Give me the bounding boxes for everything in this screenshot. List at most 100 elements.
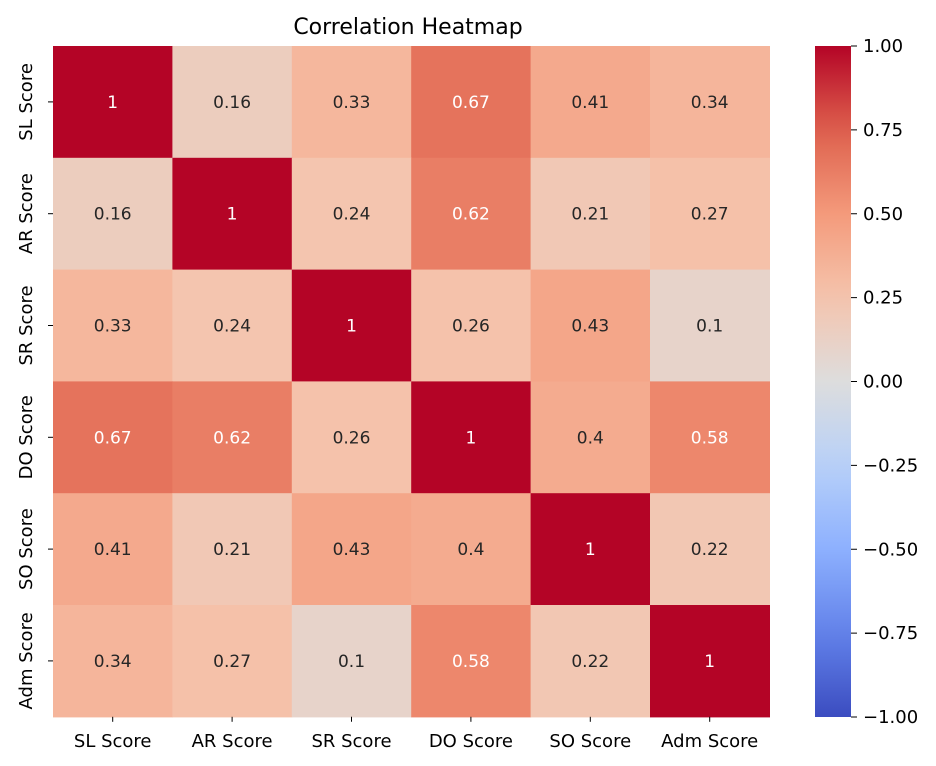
cell-value-label: 0.34: [94, 652, 132, 672]
heatmap-cell: [411, 46, 532, 159]
cell-value-label: 0.26: [333, 428, 371, 448]
chart-title: Correlation Heatmap: [293, 15, 522, 40]
cell-value-label: 1: [227, 205, 238, 225]
cell-value-label: 0.67: [452, 93, 490, 113]
y-tick-label-sl-score: SL Score: [16, 63, 37, 141]
cell-value-label: 0.27: [213, 652, 251, 672]
heatmap-cell: [172, 157, 293, 271]
heatmap-cell: [530, 381, 651, 494]
cell-value-label: 0.24: [213, 317, 251, 337]
heatmap-cell: [530, 493, 651, 606]
cell-value-label: 0.43: [571, 317, 609, 337]
colorbar-tick-label: −1.00: [863, 707, 918, 728]
heatmap-cell: [172, 269, 293, 382]
cell-value-label: 0.26: [452, 317, 490, 337]
colorbar-axis: 1.00 0.75 0.50 0.25 0.00 −0.25 −0.50 −0.75 −1.00: [851, 36, 918, 728]
cell-value-label: 0.24: [333, 205, 371, 225]
heatmap-cell: [172, 605, 293, 718]
y-axis: SL Score AR Score SR Score DO Score SO Score…: [16, 63, 53, 709]
heatmap-cell: [291, 605, 412, 718]
cell-value-label: 0.62: [213, 428, 251, 448]
heatmap-cell: [530, 46, 651, 159]
cell-value-label: 0.43: [333, 540, 371, 560]
heatmap-cell: [411, 605, 532, 718]
heatmap-cell: [411, 493, 532, 606]
colorbar-tick-label: 0.75: [863, 120, 903, 141]
y-tick-label-ar-score: AR Score: [16, 173, 37, 254]
heatmap-cell: [650, 493, 770, 606]
heatmap-cell: [530, 157, 651, 271]
y-tick-label-adm-score: Adm Score: [16, 612, 37, 709]
heatmap-cell-labels: 1 0.16 0.33 0.67 0.41 0.340.16 1 0.24 0.62 0.21 0.…: [94, 93, 729, 672]
colorbar-tick-label: −0.50: [863, 539, 918, 560]
colorbar-tick-label: 0.25: [863, 288, 903, 309]
cell-value-label: 0.41: [571, 93, 609, 113]
cell-value-label: 0.58: [452, 652, 490, 672]
cell-value-label: 1: [346, 317, 357, 337]
heatmap-cell: [650, 381, 770, 494]
y-tick-label-do-score: DO Score: [16, 395, 37, 479]
heatmap-cell: [291, 46, 412, 159]
cell-value-label: 1: [107, 93, 118, 113]
heatmap-cell: [53, 269, 173, 382]
x-tick-label-do-score: DO Score: [429, 731, 513, 752]
heatmap-cell: [291, 381, 412, 494]
cell-value-label: 0.22: [571, 652, 609, 672]
cell-value-label: 0.16: [213, 93, 251, 113]
x-tick-label-adm-score: Adm Score: [661, 731, 758, 752]
colorbar-tick-label: 0.00: [863, 372, 903, 393]
cell-value-label: 0.21: [571, 205, 609, 225]
cell-value-label: 0.1: [696, 317, 723, 337]
heatmap-cell: [291, 157, 412, 271]
cell-value-label: 0.4: [577, 428, 604, 448]
heatmap-cell: [53, 605, 173, 718]
y-tick-label-sr-score: SR Score: [16, 285, 37, 365]
colorbar-gradient: [815, 46, 851, 717]
cell-value-label: 0.22: [691, 540, 729, 560]
x-tick-label-sr-score: SR Score: [311, 731, 391, 752]
cell-value-label: 0.4: [457, 540, 484, 560]
heatmap-cell: [53, 493, 173, 606]
heatmap-cell: [530, 605, 651, 718]
heatmap-cell: [650, 157, 770, 271]
heatmap-cell: [53, 46, 173, 159]
heatmap-cell: [411, 381, 532, 494]
cell-value-label: 0.41: [94, 540, 132, 560]
heatmap-cell: [411, 269, 532, 382]
heatmap-cell: [53, 157, 173, 271]
heatmap-cell: [291, 493, 412, 606]
cell-value-label: 0.62: [452, 205, 490, 225]
heatmap-cell: [530, 269, 651, 382]
heatmap-cell: [172, 46, 293, 159]
cell-value-label: 0.67: [94, 428, 132, 448]
x-tick-label-ar-score: AR Score: [192, 731, 273, 752]
colorbar-tick-label: 0.50: [863, 204, 903, 225]
heatmap-cell: [53, 381, 173, 494]
cell-value-label: 1: [465, 428, 476, 448]
cell-value-label: 1: [585, 540, 596, 560]
cell-value-label: 0.33: [94, 317, 132, 337]
x-tick-label-sl-score: SL Score: [74, 731, 152, 752]
heatmap-cell: [650, 605, 770, 718]
cell-value-label: 1: [704, 652, 715, 672]
cell-value-label: 0.27: [691, 205, 729, 225]
colorbar-tick-label: 1.00: [863, 36, 903, 57]
x-axis: SL Score AR Score SR Score DO Score SO Score…: [74, 716, 758, 752]
cell-value-label: 0.1: [338, 652, 365, 672]
heatmap-cells: [53, 46, 770, 718]
x-tick-label-so-score: SO Score: [549, 731, 631, 752]
colorbar-tick-label: −0.75: [863, 623, 918, 644]
heatmap-cell: [650, 46, 770, 159]
heatmap-cell: [172, 381, 293, 494]
cell-value-label: 0.21: [213, 540, 251, 560]
colorbar-tick-label: −0.25: [863, 455, 918, 476]
heatmap-cell: [650, 269, 770, 382]
y-tick-label-so-score: SO Score: [16, 508, 37, 590]
cell-value-label: 0.33: [333, 93, 371, 113]
cell-value-label: 0.16: [94, 205, 132, 225]
cell-value-label: 0.58: [691, 428, 729, 448]
heatmap-cell: [291, 269, 412, 382]
heatmap-cell: [172, 493, 293, 606]
heatmap-cell: [411, 157, 532, 271]
